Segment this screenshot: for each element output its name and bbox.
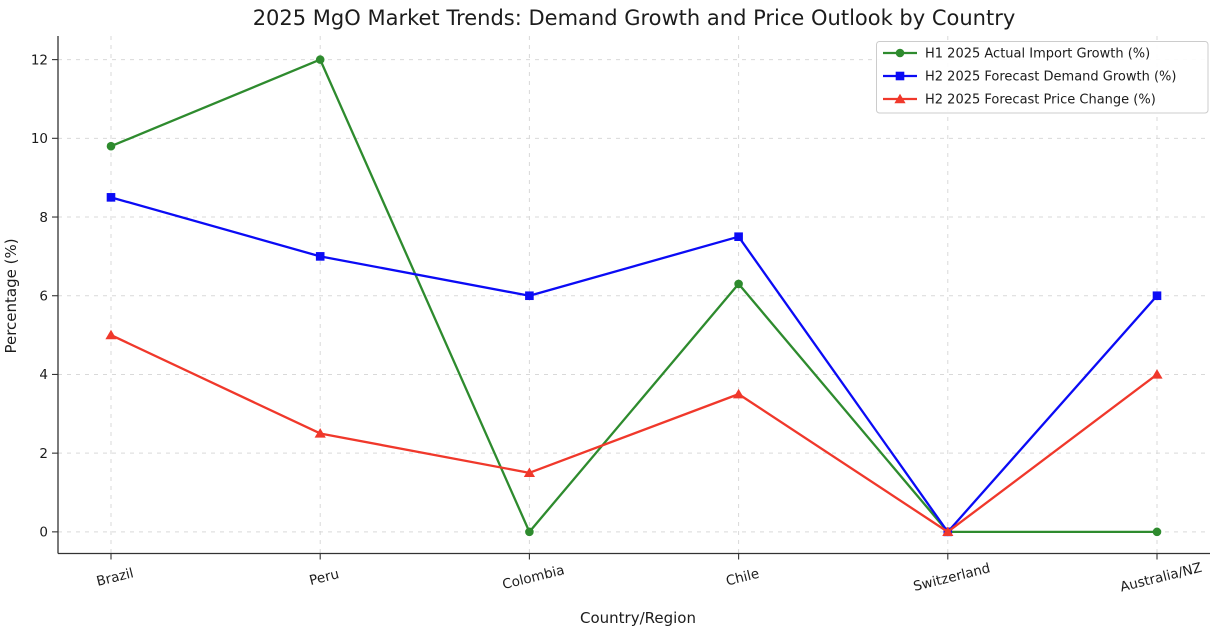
x-tick-label: Brazil	[95, 565, 135, 590]
legend-item: H2 2025 Forecast Price Change (%)	[883, 93, 1156, 108]
chart-title: 2025 MgO Market Trends: Demand Growth an…	[253, 6, 1016, 30]
series-line	[109, 196, 1159, 534]
series-line	[109, 333, 1159, 534]
legend: H1 2025 Actual Import Growth (%) H2 2025 …	[876, 41, 1209, 114]
data-point-marker	[314, 428, 326, 438]
plot-area: 0 2 4 6 8 10 12 Brazil Peru Colombia Chile Switzerl…	[31, 36, 1210, 595]
x-axis-title: Country/Region	[580, 609, 696, 627]
x-tick-label: Chile	[724, 566, 761, 590]
data-point-marker	[523, 467, 535, 478]
data-point-marker	[894, 93, 906, 104]
legend-box	[876, 41, 1209, 114]
data-point-marker	[1152, 291, 1162, 301]
data-point-marker	[733, 388, 745, 399]
y-tick-label: 8	[39, 210, 48, 226]
series-2	[105, 329, 1163, 537]
legend-item-label: H2 2025 Forecast Price Change (%)	[925, 93, 1156, 108]
y-tick-label: 10	[31, 131, 48, 147]
data-point-marker	[895, 71, 905, 81]
y-tick-label: 6	[39, 289, 48, 305]
data-point-marker	[315, 55, 325, 64]
data-point-marker	[106, 141, 116, 151]
data-point-marker	[1151, 369, 1163, 379]
data-point-marker	[106, 193, 116, 202]
series-1	[106, 193, 1162, 537]
data-point-marker	[105, 329, 117, 340]
y-tick-label: 12	[31, 52, 48, 68]
legend-item: H1 2025 Actual Import Growth (%)	[883, 47, 1150, 62]
x-tick-label: Australia/NZ	[1119, 560, 1204, 596]
y-tick-label: 4	[39, 367, 48, 383]
data-point-marker	[315, 252, 325, 261]
x-tick-label: Peru	[308, 566, 341, 589]
y-axis-title: Percentage (%)	[2, 238, 20, 353]
x-tick-label: Colombia	[501, 562, 566, 593]
legend-item-label: H2 2025 Forecast Demand Growth (%)	[925, 70, 1176, 85]
data-point-marker	[942, 526, 954, 537]
legend-item: H2 2025 Forecast Demand Growth (%)	[883, 70, 1176, 85]
y-tick-label: 2	[39, 446, 48, 462]
data-point-marker	[1152, 527, 1162, 537]
data-point-marker	[734, 279, 743, 289]
x-tick-label: Switzerland	[912, 560, 992, 595]
y-tick-label: 0	[39, 525, 48, 541]
data-point-marker	[734, 232, 743, 242]
legend-item-label: H1 2025 Actual Import Growth (%)	[925, 47, 1150, 62]
data-point-marker	[525, 527, 534, 537]
data-point-marker	[525, 291, 534, 301]
data-point-marker	[895, 48, 905, 58]
series-line	[109, 58, 1159, 534]
